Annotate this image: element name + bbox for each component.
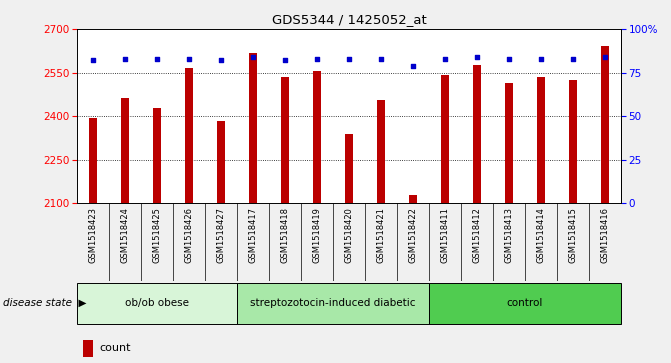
Bar — [441, 75, 449, 203]
Text: GSM1518416: GSM1518416 — [600, 207, 609, 263]
Text: GSM1518414: GSM1518414 — [536, 207, 546, 263]
Text: GSM1518411: GSM1518411 — [440, 207, 450, 263]
Text: GSM1518415: GSM1518415 — [568, 207, 577, 263]
Text: GSM1518413: GSM1518413 — [505, 207, 513, 263]
Bar — [601, 46, 609, 203]
Bar — [537, 77, 545, 203]
Point — [119, 56, 130, 62]
FancyBboxPatch shape — [237, 283, 429, 323]
Point — [344, 56, 354, 62]
Point — [215, 57, 226, 63]
Text: control: control — [507, 298, 543, 308]
Point — [535, 56, 546, 62]
Bar — [569, 80, 576, 203]
Point — [599, 54, 610, 60]
Bar — [409, 195, 417, 203]
Text: GSM1518419: GSM1518419 — [313, 207, 321, 263]
Text: GSM1518422: GSM1518422 — [409, 207, 417, 263]
Text: GSM1518423: GSM1518423 — [89, 207, 98, 263]
Bar — [83, 340, 93, 356]
Text: streptozotocin-induced diabetic: streptozotocin-induced diabetic — [250, 298, 415, 308]
Text: count: count — [99, 343, 130, 354]
Point — [568, 56, 578, 62]
Bar — [473, 65, 481, 203]
FancyBboxPatch shape — [77, 283, 237, 323]
Text: GSM1518424: GSM1518424 — [121, 207, 130, 263]
Point — [472, 54, 482, 60]
Text: GSM1518412: GSM1518412 — [472, 207, 481, 263]
Bar — [185, 68, 193, 203]
Point — [184, 56, 195, 62]
Point — [440, 56, 450, 62]
Title: GDS5344 / 1425052_at: GDS5344 / 1425052_at — [272, 13, 426, 26]
Point — [407, 63, 418, 69]
Point — [280, 57, 291, 63]
Bar — [377, 100, 385, 203]
Text: GSM1518421: GSM1518421 — [376, 207, 385, 263]
Text: GSM1518427: GSM1518427 — [217, 207, 225, 263]
Point — [248, 54, 258, 60]
Text: GSM1518417: GSM1518417 — [248, 207, 258, 263]
Point — [376, 56, 386, 62]
Text: GSM1518420: GSM1518420 — [344, 207, 354, 263]
Point — [503, 56, 514, 62]
Text: disease state  ▶: disease state ▶ — [3, 298, 87, 308]
Text: ob/ob obese: ob/ob obese — [125, 298, 189, 308]
Bar — [249, 53, 257, 203]
Point — [88, 57, 99, 63]
Bar — [89, 118, 97, 203]
Bar — [505, 83, 513, 203]
Point — [152, 56, 162, 62]
Bar — [153, 108, 161, 203]
Bar — [345, 134, 353, 203]
Bar — [281, 77, 289, 203]
Text: GSM1518425: GSM1518425 — [152, 207, 162, 263]
Bar — [217, 121, 225, 203]
Text: GSM1518418: GSM1518418 — [280, 207, 289, 263]
Text: GSM1518426: GSM1518426 — [185, 207, 193, 263]
Bar — [121, 98, 129, 203]
Point — [311, 56, 322, 62]
FancyBboxPatch shape — [429, 283, 621, 323]
Bar — [313, 72, 321, 203]
